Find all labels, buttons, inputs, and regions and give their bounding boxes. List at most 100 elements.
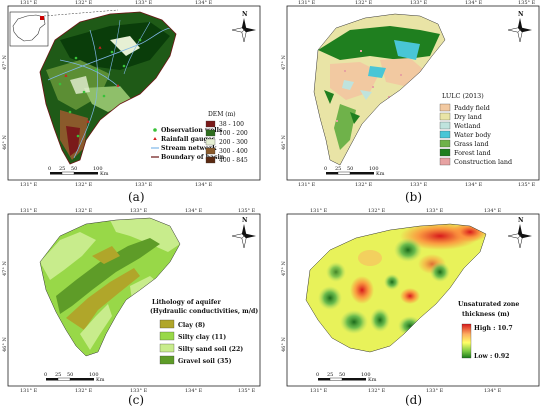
north-arrow-icon: N [507, 11, 532, 43]
svg-text:131° E: 131° E [310, 208, 328, 214]
inset-locator-map [9, 9, 119, 47]
panel-label: (d) [405, 393, 422, 407]
panel-d-thickness-legend: Unsaturated zone thickness (m) High : 10… [458, 301, 519, 360]
svg-text:0: 0 [48, 166, 51, 172]
north-arrow-icon: N [231, 11, 256, 43]
svg-text:High : 10.7: High : 10.7 [474, 325, 513, 332]
svg-text:134° E: 134° E [484, 208, 502, 214]
panel-c-scale-bar: 0 25 50 100 Km [44, 372, 105, 383]
svg-text:46° N: 46° N [2, 337, 8, 352]
tick-label: 132° E [75, 182, 93, 188]
svg-text:Wetland: Wetland [454, 122, 480, 130]
panel-a: 131° E 132° E 133° E 134° E 131° E 132° … [2, 0, 261, 204]
panel-b-scale-bar: 0 25 50 100 Km [324, 166, 385, 177]
panel-d-bottom-ticks: 131° E 132° E 133° E 134° E [310, 388, 502, 394]
legend-item: Rainfall gauges [161, 136, 216, 143]
panel-c-lithology-legend: Lithology of aquifer (Hydraulic conducti… [150, 299, 258, 365]
panel-d-scale-bar: 0 25 50 100 Km [316, 372, 377, 383]
svg-text:0: 0 [44, 372, 47, 378]
svg-text:25: 25 [335, 166, 341, 172]
svg-text:131° E: 131° E [20, 388, 38, 394]
panel-a-scale-bar: 0 25 50 100 Km [48, 166, 109, 177]
legend-item: Stream network [161, 145, 217, 152]
svg-text:133° E: 133° E [426, 208, 444, 214]
svg-text:132° E: 132° E [75, 388, 93, 394]
svg-text:131° E: 131° E [310, 388, 328, 394]
svg-text:131° E: 131° E [298, 182, 316, 188]
legend-title: LULC (2013) [442, 92, 484, 100]
legend-title: Unsaturated zone [458, 301, 519, 308]
svg-text:46° N: 46° N [281, 135, 287, 150]
panel-b-lulc-legend: LULC (2013) Paddy field Dry land Wetland… [439, 92, 512, 166]
basin-lithology-map [39, 217, 181, 357]
svg-text:100: 100 [369, 166, 379, 172]
svg-text:50: 50 [347, 166, 353, 172]
tick-label: 134° E [195, 0, 213, 6]
tick-label: 46° N [2, 135, 8, 150]
svg-text:50: 50 [339, 372, 345, 378]
svg-text:50: 50 [71, 166, 77, 172]
svg-text:133° E: 133° E [130, 388, 148, 394]
legend-item: Boundary of basin [161, 154, 225, 161]
north-arrow-icon: N [231, 217, 256, 249]
north-arrow-icon: N [507, 217, 532, 249]
svg-text:134° E: 134° E [185, 388, 203, 394]
svg-text:134° E: 134° E [484, 388, 502, 394]
svg-text:135° E: 135° E [238, 208, 256, 214]
svg-text:133° E: 133° E [130, 208, 148, 214]
svg-text:Dry land: Dry land [454, 113, 482, 121]
svg-text:Silty sand soil (22): Silty sand soil (22) [178, 346, 243, 353]
svg-text:400 - 845: 400 - 845 [219, 157, 248, 164]
color-ramp [461, 323, 472, 359]
svg-text:135° E: 135° E [238, 388, 256, 394]
svg-text:Km: Km [96, 377, 105, 383]
basin-lulc-map [313, 13, 446, 166]
svg-text:47° N: 47° N [2, 261, 8, 276]
svg-text:Low : 0.92: Low : 0.92 [474, 353, 509, 360]
panel-b-top-ticks: 131° E 132° E 133° E 134° E 135° E [298, 0, 536, 6]
panel-label: (a) [128, 190, 145, 204]
triangle-icon [153, 137, 157, 140]
svg-text:Forest land: Forest land [454, 149, 491, 157]
svg-text:N: N [518, 11, 524, 18]
svg-text:Silty clay (11): Silty clay (11) [178, 334, 226, 341]
panel-d: 131° E 132° E 133° E 134° E 131° E 132° … [281, 208, 540, 407]
tick-label: 47° N [2, 55, 8, 70]
tick-label: 131° E [20, 182, 38, 188]
tick-label: 134° E [195, 182, 213, 188]
svg-text:Water body: Water body [454, 131, 491, 139]
panel-b-bottom-ticks: 131° E 132° E 133° E 134° E 135° E [298, 182, 536, 188]
svg-text:100 - 200: 100 - 200 [219, 130, 248, 137]
legend-title: Lithology of aquifer [152, 299, 221, 306]
svg-text:0: 0 [316, 372, 319, 378]
svg-text:47° N: 47° N [281, 55, 287, 70]
svg-text:25: 25 [59, 166, 65, 172]
svg-text:38 - 100: 38 - 100 [219, 121, 244, 128]
svg-text:Construction land: Construction land [454, 158, 512, 166]
svg-text:Grass land: Grass land [454, 140, 489, 148]
legend-title: thickness (m) [462, 311, 510, 318]
svg-text:133° E: 133° E [410, 182, 428, 188]
svg-text:N: N [518, 217, 524, 224]
panel-c: 131° E 132° E 133° E 134° E 135° E 131° … [2, 208, 261, 407]
svg-text:Km: Km [100, 171, 109, 177]
svg-text:133° E: 133° E [410, 0, 428, 6]
circle-icon [153, 128, 157, 132]
svg-text:135° E: 135° E [518, 0, 536, 6]
tick-label: 131° E [20, 0, 38, 6]
svg-text:132° E: 132° E [355, 182, 373, 188]
panel-a-bottom-ticks: 131° E 132° E 133° E 134° E [20, 182, 213, 188]
panel-c-bottom-ticks: 131° E 132° E 133° E 134° E 135° E [20, 388, 256, 394]
panel-a-top-ticks: 131° E 132° E 133° E 134° E [20, 0, 213, 6]
svg-text:133° E: 133° E [426, 388, 444, 394]
svg-text:131° E: 131° E [20, 208, 38, 214]
svg-text:100: 100 [361, 372, 371, 378]
svg-text:25: 25 [327, 372, 333, 378]
svg-text:100: 100 [93, 166, 103, 172]
svg-text:47° N: 47° N [281, 261, 287, 276]
svg-text:132° E: 132° E [368, 208, 386, 214]
svg-text:134° E: 134° E [465, 0, 483, 6]
tick-label: 132° E [75, 0, 93, 6]
svg-text:46° N: 46° N [281, 337, 287, 352]
